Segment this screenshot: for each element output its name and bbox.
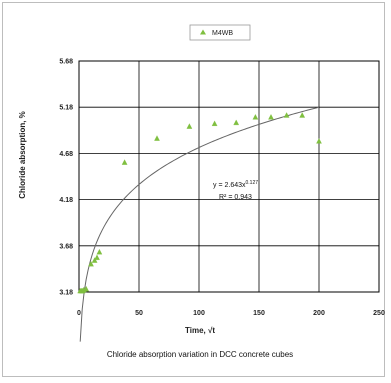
data-point-triangle bbox=[233, 119, 240, 126]
r-squared-text: R² = 0.943 bbox=[219, 194, 252, 201]
x-tick-label: 50 bbox=[135, 310, 143, 317]
y-tick-label: 3.68 bbox=[59, 243, 73, 250]
data-points bbox=[77, 112, 322, 294]
data-point-triangle bbox=[211, 120, 218, 126]
y-tick-label: 3.18 bbox=[59, 290, 73, 297]
data-point-triangle bbox=[268, 114, 274, 120]
legend-marker-triangle bbox=[200, 29, 206, 35]
grid bbox=[78, 60, 380, 293]
data-point-triangle bbox=[316, 138, 322, 144]
legend-label: M4WB bbox=[212, 30, 233, 37]
y-tick-labels: 3.18 3.68 4.18 4.68 5.18 5.68 bbox=[59, 59, 73, 297]
equation-text: y = 2.643x bbox=[213, 182, 246, 189]
data-point-triangle bbox=[94, 254, 100, 260]
data-point-triangle bbox=[121, 159, 128, 165]
chart-caption: Chloride absorption variation in DCC con… bbox=[107, 350, 293, 359]
data-point-triangle bbox=[88, 260, 94, 267]
legend-box bbox=[189, 24, 251, 41]
trendline-equation: y = 2.643x0.127 bbox=[213, 180, 258, 189]
equation-exponent: 0.127 bbox=[246, 180, 259, 186]
data-point-triangle bbox=[154, 135, 160, 141]
x-tick-label: 150 bbox=[253, 310, 265, 317]
data-point-triangle bbox=[283, 112, 290, 118]
data-point-triangle bbox=[186, 123, 193, 129]
data-point-triangle bbox=[83, 285, 90, 292]
x-tick-label: 100 bbox=[193, 310, 205, 317]
x-tick-label: 0 bbox=[77, 310, 81, 317]
trendline bbox=[79, 106, 320, 342]
y-tick-label: 4.68 bbox=[59, 151, 73, 158]
y-tick-label: 5.18 bbox=[59, 105, 73, 112]
x-tick-label: 250 bbox=[373, 310, 385, 317]
x-tick-label: 200 bbox=[313, 310, 325, 317]
y-tick-label: 4.18 bbox=[59, 197, 73, 204]
x-axis-title: Time, √t bbox=[185, 326, 215, 335]
y-axis-title: Chloride absorption, % bbox=[18, 111, 27, 199]
data-point-triangle bbox=[91, 257, 98, 263]
x-tick-labels: 0 50 100 150 200 250 bbox=[77, 310, 385, 317]
plot-area bbox=[78, 60, 380, 293]
data-point-triangle bbox=[96, 248, 103, 255]
data-point-triangle bbox=[299, 112, 306, 118]
data-point-triangle bbox=[252, 114, 259, 120]
chart-frame bbox=[2, 2, 385, 377]
y-tick-label: 5.68 bbox=[59, 59, 73, 66]
